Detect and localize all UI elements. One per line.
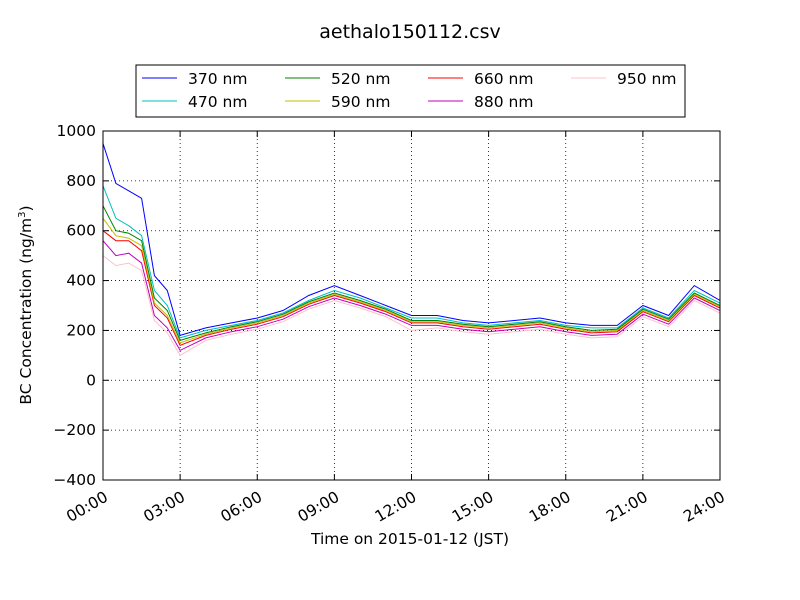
axis-ticks [102, 130, 721, 481]
series-line-590-nm [103, 218, 720, 344]
y-axis-label-suffix: ) [17, 205, 35, 211]
series-line-950-nm [103, 255, 720, 357]
legend-frame [135, 64, 686, 118]
y-tick-label: 1000 [57, 122, 96, 140]
legend-label: 950 nm [617, 70, 676, 88]
legend-label: 370 nm [188, 70, 247, 88]
y-tick-label: 400 [66, 272, 96, 290]
y-tick-label: −200 [53, 421, 96, 439]
series-line-660-nm [103, 230, 720, 347]
legend-label: 590 nm [331, 93, 390, 111]
legend-label: 660 nm [474, 70, 533, 88]
grid [103, 131, 720, 480]
x-axis-label: Time on 2015-01-12 (JST) [310, 530, 509, 548]
x-tick-label: 00:00 [63, 488, 111, 526]
x-tick-label: 12:00 [372, 488, 420, 526]
x-tick-label: 06:00 [218, 488, 266, 526]
x-tick-label: 24:00 [680, 488, 728, 526]
x-tick-labels: 00:00 03:00 06:00 09:00 12:00 15:00 18:00 21:00… [63, 488, 728, 526]
legend-label: 880 nm [474, 93, 533, 111]
chart-title: aethalo150112.csv [319, 21, 501, 43]
y-tick-label: 800 [66, 172, 96, 190]
x-tick-label: 18:00 [526, 488, 574, 526]
x-tick-label: 09:00 [295, 488, 343, 526]
y-axis-label-sup: 3 [17, 211, 28, 217]
legend: 370 nm 470 nm 520 nm 590 nm 660 nm 880 nm 950 … [135, 64, 686, 118]
series-line-370-nm [103, 143, 720, 337]
x-tick-label: 21:00 [603, 488, 651, 526]
y-axis-label-main: BC Concentration (ng/m [17, 218, 35, 405]
legend-label: 470 nm [188, 93, 247, 111]
y-tick-label: 600 [66, 222, 96, 240]
y-tick-label: 0 [86, 371, 96, 389]
legend-label: 520 nm [331, 70, 390, 88]
series-line-470-nm [103, 185, 720, 339]
x-tick-label: 15:00 [449, 488, 497, 526]
y-tick-label: 200 [66, 321, 96, 339]
series-line-880-nm [103, 240, 720, 352]
x-tick-label: 03:00 [140, 488, 188, 526]
y-axis-label: BC Concentration (ng/m3) [17, 205, 35, 404]
series-line-520-nm [103, 205, 720, 342]
plot-series [103, 143, 720, 357]
y-tick-label: −400 [53, 471, 96, 489]
y-tick-labels: 1000 800 600 400 200 0 −200 −400 [53, 122, 96, 489]
